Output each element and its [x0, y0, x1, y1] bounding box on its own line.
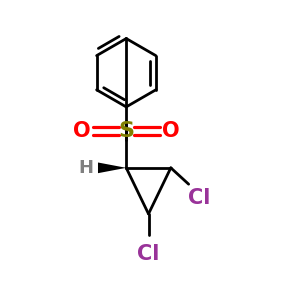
Text: S: S — [118, 121, 134, 141]
Text: H: H — [79, 159, 94, 177]
Text: Cl: Cl — [188, 188, 210, 208]
Polygon shape — [98, 163, 126, 173]
Text: O: O — [162, 121, 180, 141]
Text: O: O — [73, 121, 90, 141]
Text: Cl: Cl — [137, 244, 160, 264]
